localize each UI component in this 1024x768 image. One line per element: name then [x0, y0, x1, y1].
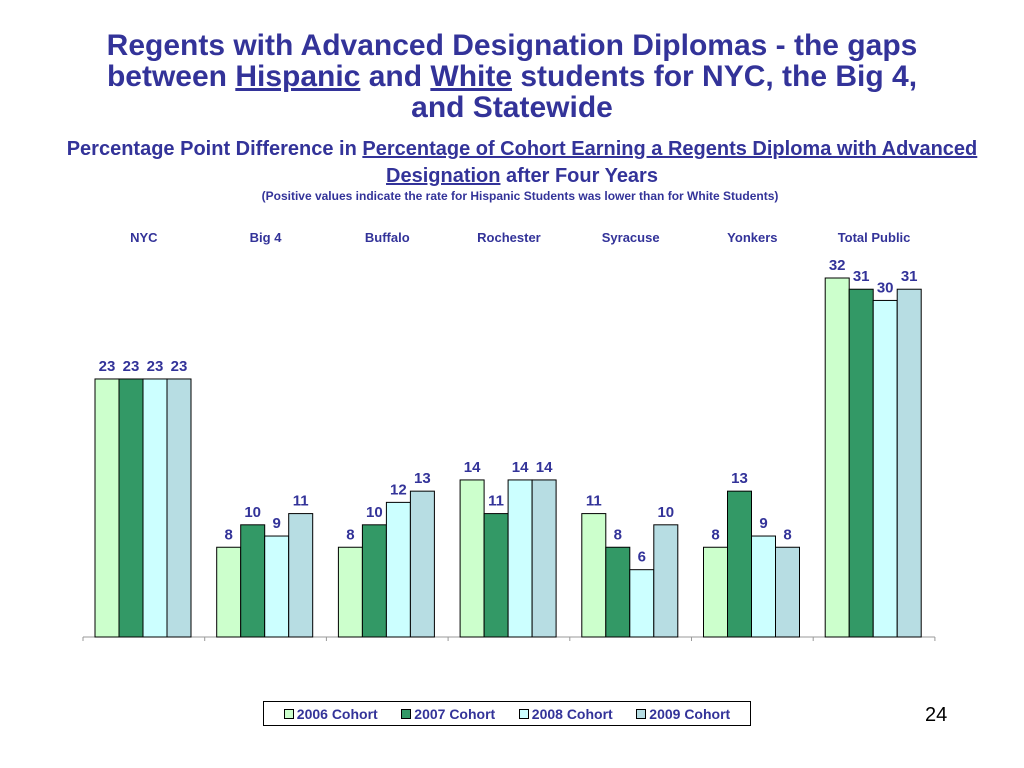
data-label: 13: [731, 470, 748, 487]
data-label: 8: [225, 526, 233, 543]
data-label: 10: [366, 504, 383, 521]
title-white: White: [430, 60, 513, 93]
bar: [872, 299, 898, 638]
data-label: 23: [147, 358, 164, 375]
title-line-1: Regents with Advanced Designation Diplom…: [106, 29, 918, 62]
data-label: 9: [759, 515, 767, 532]
data-label: 23: [99, 358, 116, 375]
page-number: 24: [925, 704, 948, 726]
category-label: Yonkers: [727, 230, 777, 245]
bar: [118, 378, 144, 638]
bar: [848, 288, 874, 638]
data-label: 10: [657, 504, 674, 521]
data-label: 31: [853, 268, 870, 285]
legend-swatch: [518, 708, 529, 719]
bar: [240, 524, 266, 638]
legend-swatch: [283, 708, 294, 719]
data-label: 13: [414, 470, 431, 487]
data-label: 8: [711, 526, 719, 543]
legend-swatch: [636, 708, 647, 719]
bar: [727, 490, 752, 638]
data-label: 12: [390, 481, 407, 498]
data-label: 14: [464, 459, 481, 476]
legend-item-2007: 2007 Cohort: [401, 706, 495, 722]
bar: [166, 378, 192, 638]
bar: [751, 535, 776, 638]
page-title: Regents with Advanced Designation Diplom…: [0, 30, 1024, 123]
bar: [605, 546, 631, 638]
data-label: 11: [586, 493, 602, 510]
bar: [531, 479, 557, 638]
title-line-3: and Statewide: [411, 91, 613, 124]
category-label: Rochester: [477, 230, 541, 245]
data-label: 14: [536, 459, 553, 476]
legend-item-2008: 2008 Cohort: [518, 706, 613, 722]
legend-item-2009: 2009 Cohort: [636, 706, 730, 722]
title-hispanic: Hispanic: [235, 60, 361, 93]
category-label: Buffalo: [365, 230, 410, 245]
category-label: NYC: [130, 230, 158, 245]
category-label: Big 4: [250, 230, 283, 245]
title-line-2: between Hispanic and White students for …: [106, 60, 918, 93]
legend-item-2006: 2006 Cohort: [283, 706, 378, 722]
chart-note: (Positive values indicate the rate for H…: [261, 189, 779, 203]
bar-chart: NYC 23 23 23 23 Big 4 8 10 9 11 Buffalo 8 10 12 13 Roch…: [82, 230, 936, 641]
legend-swatch: [401, 708, 412, 719]
data-label: 9: [273, 515, 281, 532]
data-label: 23: [123, 358, 140, 375]
bar: [824, 277, 850, 638]
bar: [337, 546, 363, 638]
bar: [142, 378, 168, 638]
bar: [483, 513, 509, 638]
data-label: 32: [829, 257, 846, 274]
bar: [385, 501, 411, 638]
data-label: 10: [244, 504, 261, 521]
data-label: 11: [488, 493, 504, 510]
data-label: 23: [171, 358, 188, 375]
subtitle-link: Percentage of Cohort Earning a Regents D…: [362, 138, 978, 187]
bar: [507, 479, 533, 638]
bar: [703, 546, 728, 638]
data-label: 30: [877, 279, 894, 296]
bar: [459, 479, 485, 638]
data-label: 14: [512, 459, 529, 476]
chart-legend: 2006 Cohort 2007 Cohort 2008 Cohort 2009…: [263, 701, 751, 726]
data-label: 31: [901, 268, 918, 285]
bar: [409, 490, 435, 638]
data-label: 8: [346, 526, 354, 543]
bar: [896, 288, 922, 638]
data-label: 8: [614, 526, 622, 543]
bar: [629, 569, 655, 638]
data-label: 11: [293, 493, 309, 510]
bar: [581, 513, 607, 638]
chart-subtitle: Percentage Point Difference in Percentag…: [66, 138, 978, 187]
bar: [264, 535, 290, 638]
bar: [775, 546, 800, 638]
data-label: 8: [783, 526, 791, 543]
bar: [94, 378, 120, 638]
bar: [288, 513, 314, 638]
category-label: Syracuse: [602, 230, 660, 245]
bar: [361, 524, 387, 638]
data-label: 6: [638, 549, 646, 566]
category-label: Total Public: [838, 230, 911, 245]
bar: [216, 546, 242, 638]
bar: [653, 524, 679, 638]
